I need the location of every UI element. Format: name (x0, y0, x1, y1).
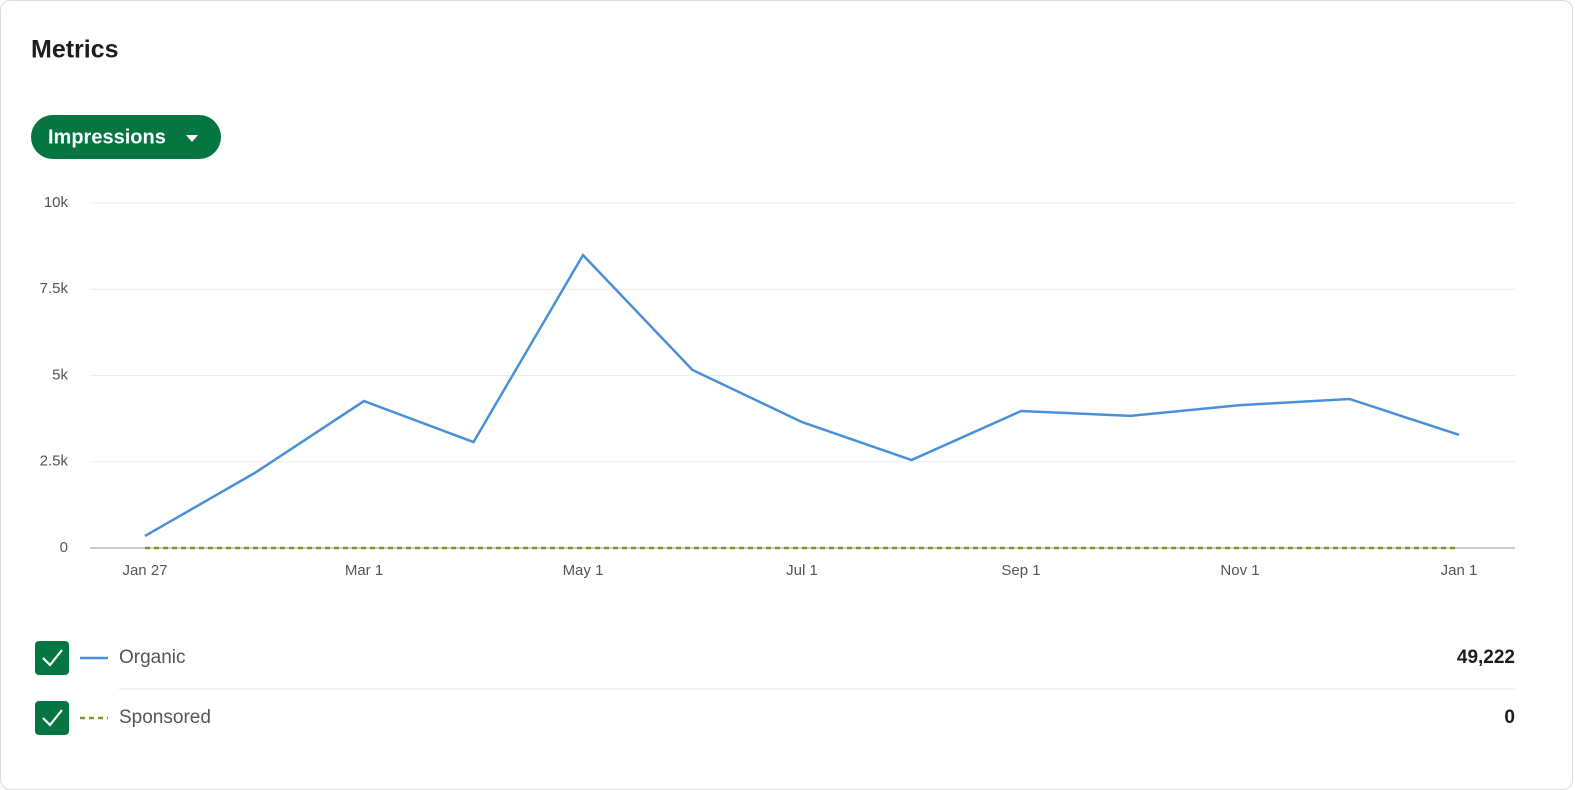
series-total: 0 (1504, 707, 1515, 728)
y-tick-label: 5k (52, 366, 68, 383)
metrics-panel: Metrics Impressions 0 2.5k 5k 7.5k 10k Jan 27… (31, 36, 1515, 735)
x-tick-label: Jan 1 (1441, 562, 1478, 579)
legend-checkbox[interactable] (35, 641, 69, 675)
x-tick-label: Jan 27 (122, 562, 167, 579)
legend-label: Sponsored (119, 707, 211, 728)
y-tick-label: 7.5k (40, 280, 69, 297)
y-tick-label: 10k (44, 194, 69, 211)
x-tick-label: Sep 1 (1001, 562, 1040, 579)
caret-icon[interactable] (186, 135, 198, 142)
series-total: 49,222 (1457, 647, 1515, 668)
check-icon[interactable] (42, 649, 63, 667)
x-tick-label: Jul 1 (786, 562, 818, 579)
button-bg[interactable] (31, 115, 221, 159)
series-line (144, 253, 1460, 538)
x-tick-label: Mar 1 (345, 562, 383, 579)
dropdown-button[interactable]: Impressions (31, 115, 221, 159)
x-tick-label: Nov 1 (1220, 562, 1259, 579)
panel-title: Metrics (31, 36, 119, 64)
x-tick-label: May 1 (563, 562, 604, 579)
check-icon[interactable] (42, 709, 63, 727)
button-label[interactable]: Impressions (48, 126, 166, 148)
y-tick-label: 2.5k (40, 453, 69, 470)
y-tick-label: 0 (60, 539, 68, 556)
legend-label: Organic (119, 647, 186, 668)
legend-checkbox[interactable] (35, 701, 69, 735)
